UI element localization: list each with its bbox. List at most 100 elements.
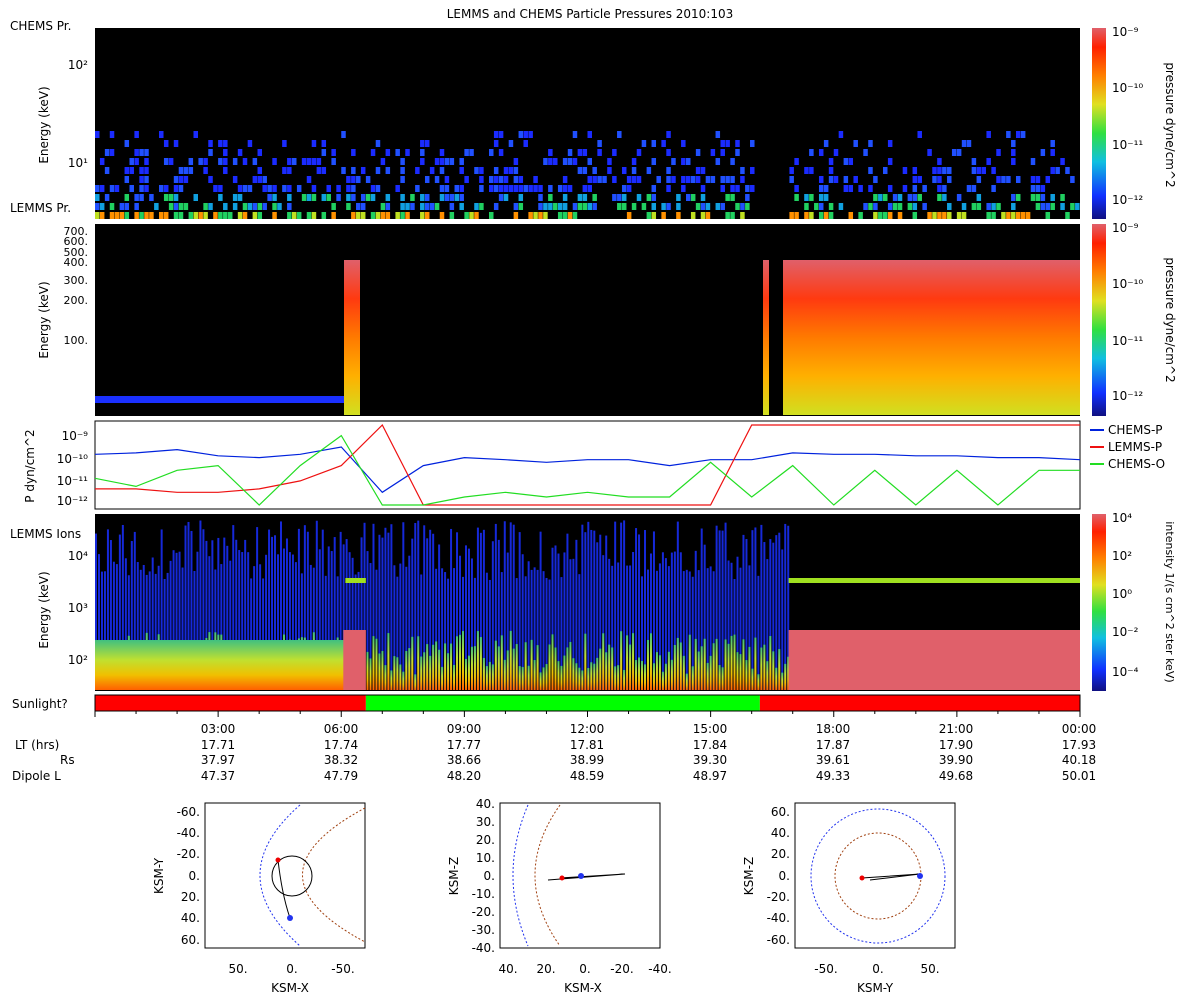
ion-low-column — [715, 638, 718, 690]
ion-column — [265, 554, 268, 690]
chems-cell — [439, 185, 445, 192]
ion-column — [333, 537, 336, 690]
dipole-0600: 47.79 — [324, 769, 358, 783]
chems-cell — [789, 176, 794, 183]
chems-cell — [1011, 149, 1016, 156]
chems-cell — [124, 167, 130, 174]
chems-cell — [700, 167, 706, 174]
dipole-1500: 48.97 — [693, 769, 727, 783]
ion-low-column — [661, 671, 664, 690]
figure-title: LEMMS and CHEMS Particle Pressures 2010:… — [447, 7, 734, 21]
chems-cell — [193, 194, 198, 201]
ion-low-column — [464, 658, 467, 690]
chems-cell — [1040, 185, 1046, 192]
orbit-xy-start-marker — [275, 857, 281, 863]
chems-cell — [99, 212, 105, 219]
ion-column — [423, 525, 426, 690]
chems-cell — [321, 140, 327, 147]
chems-cell — [996, 176, 1001, 183]
ion-low-column — [560, 665, 563, 690]
ion-column — [414, 522, 417, 690]
chems-cell — [311, 185, 317, 192]
chems-cell — [218, 158, 223, 165]
chems-cell — [621, 194, 627, 201]
chems-cell — [95, 185, 100, 192]
chems-ytick-2: 10¹ — [68, 156, 88, 170]
ion-low-column — [470, 646, 473, 690]
series-line-lemms-p — [95, 423, 1080, 506]
ion-column — [115, 564, 118, 690]
orbit-xy-ytick-60: 60. — [181, 933, 200, 947]
lemms-ylabel: Energy (keV) — [37, 281, 51, 358]
chems-cell — [626, 185, 632, 192]
ion-column — [581, 524, 584, 690]
chems-cell — [257, 203, 263, 210]
ions-ytick-3: 10² — [68, 653, 88, 667]
chems-cell — [498, 131, 504, 138]
chems-cell — [237, 212, 243, 219]
ion-column — [566, 533, 569, 690]
orbit-xz-xtick-1: 40. — [498, 962, 517, 976]
chems-cell — [986, 131, 991, 138]
ion-column — [205, 540, 208, 690]
chems-cell — [602, 176, 607, 183]
chems-cell — [1015, 131, 1021, 138]
orbit-xy-ytick-20: 20. — [181, 890, 200, 904]
ion-column — [641, 576, 644, 690]
chems-cell — [818, 149, 824, 156]
chems-cell — [272, 158, 277, 165]
chems-cell — [149, 212, 154, 219]
ion-column — [175, 552, 178, 690]
ion-band-line-2 — [345, 578, 366, 583]
legend-chems-o: CHEMS-O — [1108, 457, 1165, 471]
ion-column — [360, 537, 363, 690]
chems-cell — [917, 131, 922, 138]
chems-cell — [1060, 203, 1065, 210]
chems-cell — [710, 149, 716, 156]
ion-low-column — [482, 657, 485, 690]
chems-cell — [498, 185, 504, 192]
chems-cell — [454, 194, 460, 201]
chems-cell — [159, 185, 164, 192]
chems-cell — [631, 203, 637, 210]
time-axis: 03:00 06:00 09:00 12:00 15:00 18:00 21:0… — [12, 711, 1096, 783]
chems-cell — [868, 185, 873, 192]
ion-column — [464, 545, 467, 690]
orbit-xz-end-marker — [578, 873, 584, 879]
ion-column — [136, 562, 139, 690]
chems-cell — [449, 194, 455, 201]
ion-low-column — [709, 655, 712, 690]
chems-cell — [1025, 212, 1031, 219]
lemms-pressure-panel: LEMMS Pr. Energy (keV) 700. 600. 500. 40… — [10, 201, 1177, 416]
chems-cell — [385, 149, 391, 156]
chems-cell — [405, 203, 410, 210]
chems-cell — [163, 194, 169, 201]
lt-1200: 17.81 — [570, 738, 604, 752]
ions-ytick-2: 10³ — [68, 601, 88, 615]
ion-column — [718, 530, 721, 690]
ion-column — [730, 562, 733, 690]
chems-cell — [124, 140, 130, 147]
dipole-row-label: Dipole L — [12, 769, 61, 783]
ion-column — [196, 551, 199, 690]
chems-cell — [385, 203, 391, 210]
ion-column — [608, 558, 611, 690]
chems-cell — [631, 158, 637, 165]
chems-cell — [823, 185, 829, 192]
ion-column — [509, 522, 512, 690]
ion-column — [321, 529, 324, 690]
chems-cell — [947, 176, 952, 183]
chems-cell — [385, 194, 391, 201]
rs-2100: 39.90 — [939, 753, 973, 767]
chems-cell — [971, 203, 977, 210]
ion-low-column — [646, 639, 649, 690]
lt-1800: 17.87 — [816, 738, 850, 752]
chems-cell — [562, 185, 568, 192]
ion-low-column — [611, 647, 614, 690]
ion-column — [584, 532, 587, 690]
chems-cell — [612, 194, 617, 201]
ion-low-column — [578, 667, 581, 690]
chems-cell — [690, 212, 696, 219]
chems-cell — [740, 212, 745, 219]
chems-cell — [144, 149, 149, 156]
